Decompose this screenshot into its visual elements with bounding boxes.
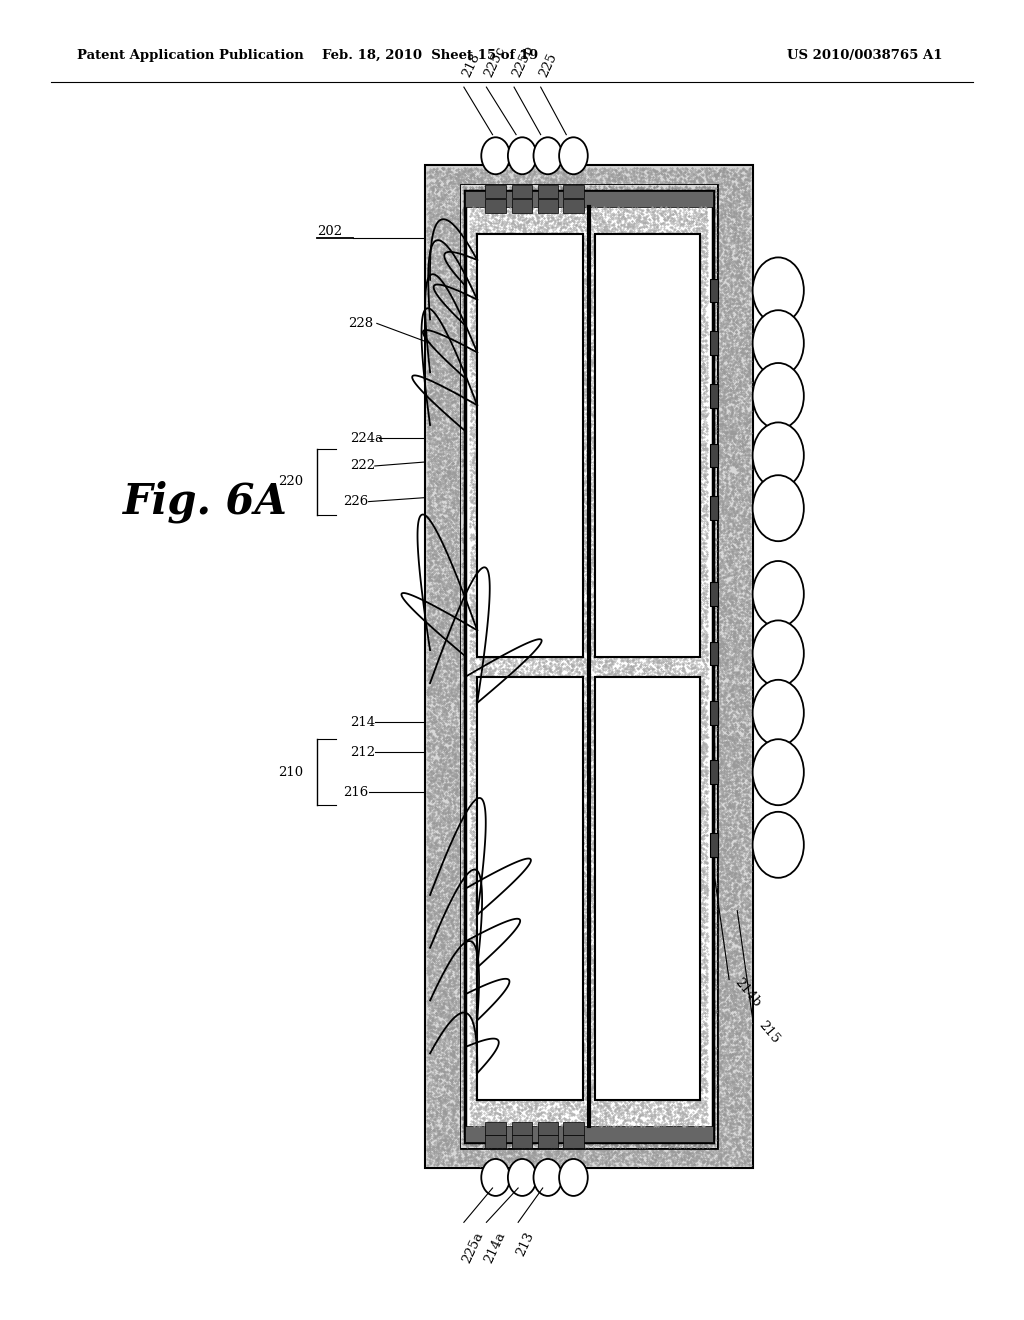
Bar (563, 199, 584, 213)
Bar (563, 1122, 584, 1135)
Circle shape (534, 137, 562, 174)
Text: 228: 228 (348, 317, 374, 330)
Circle shape (753, 310, 804, 376)
Text: 218: 218 (460, 51, 482, 79)
Bar (710, 701, 718, 725)
Bar (512, 1122, 532, 1135)
Text: 214b: 214b (732, 975, 764, 1010)
Text: 215: 215 (756, 1019, 781, 1045)
Text: Fig. 6A: Fig. 6A (123, 480, 288, 523)
Circle shape (508, 137, 537, 174)
Bar (563, 185, 584, 198)
Text: 210: 210 (278, 766, 303, 779)
Text: 224a: 224a (350, 432, 383, 445)
Text: Patent Application Publication: Patent Application Publication (77, 49, 303, 62)
Circle shape (753, 475, 804, 541)
Circle shape (753, 561, 804, 627)
Bar (512, 1135, 532, 1148)
Circle shape (753, 363, 804, 429)
Text: 225a: 225a (460, 1230, 485, 1266)
Circle shape (508, 1159, 537, 1196)
Bar (710, 279, 718, 302)
Text: Feb. 18, 2010  Sheet 15 of 19: Feb. 18, 2010 Sheet 15 of 19 (322, 49, 539, 62)
Text: 225: 225 (537, 51, 559, 79)
Bar (710, 384, 718, 408)
Text: 220: 220 (278, 475, 303, 488)
Text: 225c: 225c (482, 45, 508, 79)
Text: 222: 222 (350, 459, 376, 473)
Bar (485, 199, 506, 213)
Bar (595, 234, 700, 657)
Bar (710, 642, 718, 665)
Text: 202: 202 (317, 224, 343, 238)
Text: 225b: 225b (510, 44, 536, 79)
Text: US 2010/0038765 A1: US 2010/0038765 A1 (786, 49, 942, 62)
Bar (710, 833, 718, 857)
Circle shape (559, 1159, 588, 1196)
Circle shape (753, 422, 804, 488)
Bar (485, 1122, 506, 1135)
Bar (465, 1126, 713, 1142)
Bar (710, 760, 718, 784)
Bar (595, 677, 700, 1100)
Circle shape (753, 680, 804, 746)
Bar (477, 234, 583, 657)
Circle shape (559, 137, 588, 174)
Bar (425, 165, 753, 1168)
Bar (512, 199, 532, 213)
Bar (461, 185, 717, 1148)
Text: 214: 214 (350, 715, 376, 729)
Bar (465, 191, 713, 1142)
Circle shape (534, 1159, 562, 1196)
Circle shape (753, 257, 804, 323)
Circle shape (753, 812, 804, 878)
Bar (461, 185, 717, 1148)
Bar (485, 1135, 506, 1148)
Circle shape (753, 739, 804, 805)
Text: 213: 213 (514, 1230, 537, 1258)
Text: 226: 226 (343, 495, 369, 508)
Bar (563, 1135, 584, 1148)
Bar (512, 185, 532, 198)
Bar (538, 185, 558, 198)
Bar (477, 677, 583, 1100)
Text: 212: 212 (350, 746, 376, 759)
Bar (485, 185, 506, 198)
Circle shape (753, 620, 804, 686)
Bar (595, 677, 700, 1100)
Bar (465, 191, 713, 207)
Bar (710, 582, 718, 606)
Circle shape (481, 137, 510, 174)
Text: 216: 216 (343, 785, 369, 799)
Bar (595, 234, 700, 657)
Text: 214a: 214a (482, 1230, 508, 1266)
Bar (538, 1122, 558, 1135)
Bar (710, 331, 718, 355)
Bar (477, 234, 583, 657)
Bar (538, 1135, 558, 1148)
Circle shape (481, 1159, 510, 1196)
Bar (538, 199, 558, 213)
Bar (477, 677, 583, 1100)
Bar (710, 496, 718, 520)
Bar (710, 444, 718, 467)
